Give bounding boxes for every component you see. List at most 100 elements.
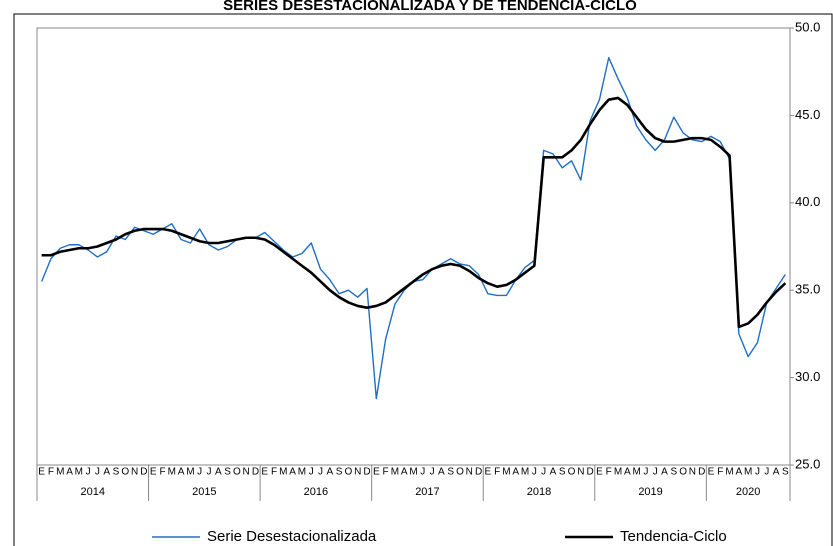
x-tick-label: A <box>66 467 73 478</box>
x-tick-label: E <box>373 467 380 478</box>
x-tick-label: D <box>363 467 370 478</box>
x-tick-label: A <box>624 467 631 478</box>
x-tick-label: S <box>559 467 566 478</box>
year-label: 2020 <box>736 486 760 498</box>
x-tick-label: O <box>456 467 464 478</box>
x-tick-label: E <box>596 467 603 478</box>
x-tick-label: S <box>224 467 231 478</box>
year-label: 2014 <box>81 486 105 498</box>
x-tick-label: M <box>725 467 733 478</box>
x-tick-label: N <box>577 467 584 478</box>
x-tick-label: M <box>391 467 399 478</box>
x-tick-label: J <box>420 467 425 478</box>
year-label: 2019 <box>638 486 662 498</box>
x-tick-label: J <box>643 467 648 478</box>
x-tick-label: E <box>38 467 45 478</box>
legend-label: Tendencia-Ciclo <box>620 528 727 545</box>
x-tick-label: D <box>140 467 147 478</box>
x-tick-label: M <box>279 467 287 478</box>
y-tick-label: 40.0 <box>795 194 820 209</box>
year-label: 2015 <box>192 486 216 498</box>
x-tick-label: J <box>755 467 760 478</box>
year-label: 2016 <box>304 486 328 498</box>
x-tick-label: E <box>708 467 715 478</box>
year-label: 2018 <box>527 486 551 498</box>
x-tick-label: M <box>56 467 64 478</box>
x-tick-label: D <box>252 467 259 478</box>
y-tick-label: 50.0 <box>795 19 820 34</box>
x-tick-label: M <box>168 467 176 478</box>
x-tick-label: M <box>186 467 194 478</box>
x-tick-label: D <box>475 467 482 478</box>
x-tick-label: A <box>326 467 333 478</box>
x-tick-label: M <box>521 467 529 478</box>
x-tick-label: N <box>243 467 250 478</box>
x-tick-label: A <box>401 467 408 478</box>
year-label: 2017 <box>415 486 439 498</box>
x-tick-label: S <box>447 467 454 478</box>
x-tick-label: J <box>86 467 91 478</box>
x-tick-label: A <box>512 467 519 478</box>
plot-frame <box>36 27 791 466</box>
x-tick-label: A <box>178 467 185 478</box>
x-tick-label: M <box>632 467 640 478</box>
x-tick-label: M <box>75 467 83 478</box>
x-tick-label: A <box>736 467 743 478</box>
x-tick-label: J <box>764 467 769 478</box>
y-tick-label: 30.0 <box>795 369 820 384</box>
x-tick-label: N <box>354 467 361 478</box>
x-tick-label: S <box>113 467 120 478</box>
y-tick-label: 35.0 <box>795 282 820 297</box>
x-tick-label: J <box>206 467 211 478</box>
chart-frame <box>13 13 833 546</box>
x-tick-label: A <box>550 467 557 478</box>
y-tick-label: 25.0 <box>795 456 820 471</box>
x-tick-label: S <box>782 467 789 478</box>
x-tick-label: F <box>48 467 54 478</box>
x-tick-label: J <box>309 467 314 478</box>
x-tick-label: F <box>494 467 500 478</box>
x-tick-label: F <box>717 467 723 478</box>
x-tick-label: J <box>95 467 100 478</box>
x-tick-label: J <box>430 467 435 478</box>
x-tick-label: O <box>568 467 576 478</box>
x-tick-label: J <box>197 467 202 478</box>
x-tick-label: J <box>318 467 323 478</box>
x-tick-label: A <box>773 467 780 478</box>
x-tick-label: N <box>466 467 473 478</box>
y-tick-label: 45.0 <box>795 107 820 122</box>
x-tick-label: N <box>131 467 138 478</box>
x-tick-label: E <box>150 467 157 478</box>
x-tick-label: N <box>689 467 696 478</box>
x-tick-label: J <box>532 467 537 478</box>
x-tick-label: M <box>502 467 510 478</box>
x-tick-label: O <box>679 467 687 478</box>
chart-title: SERIES DESESTACIONALIZADA Y DE TENDENCIA… <box>223 0 637 14</box>
x-tick-label: E <box>261 467 268 478</box>
x-tick-label: A <box>215 467 222 478</box>
x-tick-label: A <box>289 467 296 478</box>
x-tick-label: J <box>653 467 658 478</box>
series-line <box>41 96 787 329</box>
x-tick-label: M <box>614 467 622 478</box>
x-tick-label: M <box>409 467 417 478</box>
x-tick-label: D <box>587 467 594 478</box>
x-tick-label: O <box>233 467 241 478</box>
x-tick-label: F <box>159 467 165 478</box>
x-tick-label: O <box>345 467 353 478</box>
x-tick-label: O <box>121 467 129 478</box>
x-tick-label: F <box>271 467 277 478</box>
x-tick-label: A <box>103 467 110 478</box>
x-tick-label: M <box>298 467 306 478</box>
x-tick-label: M <box>744 467 752 478</box>
x-tick-label: S <box>670 467 677 478</box>
x-tick-label: F <box>606 467 612 478</box>
x-tick-label: S <box>336 467 343 478</box>
legend-label: Serie Desestacionalizada <box>207 528 377 545</box>
x-tick-label: E <box>485 467 492 478</box>
x-tick-label: A <box>661 467 668 478</box>
x-tick-label: D <box>698 467 705 478</box>
x-tick-label: A <box>438 467 445 478</box>
x-tick-label: J <box>541 467 546 478</box>
